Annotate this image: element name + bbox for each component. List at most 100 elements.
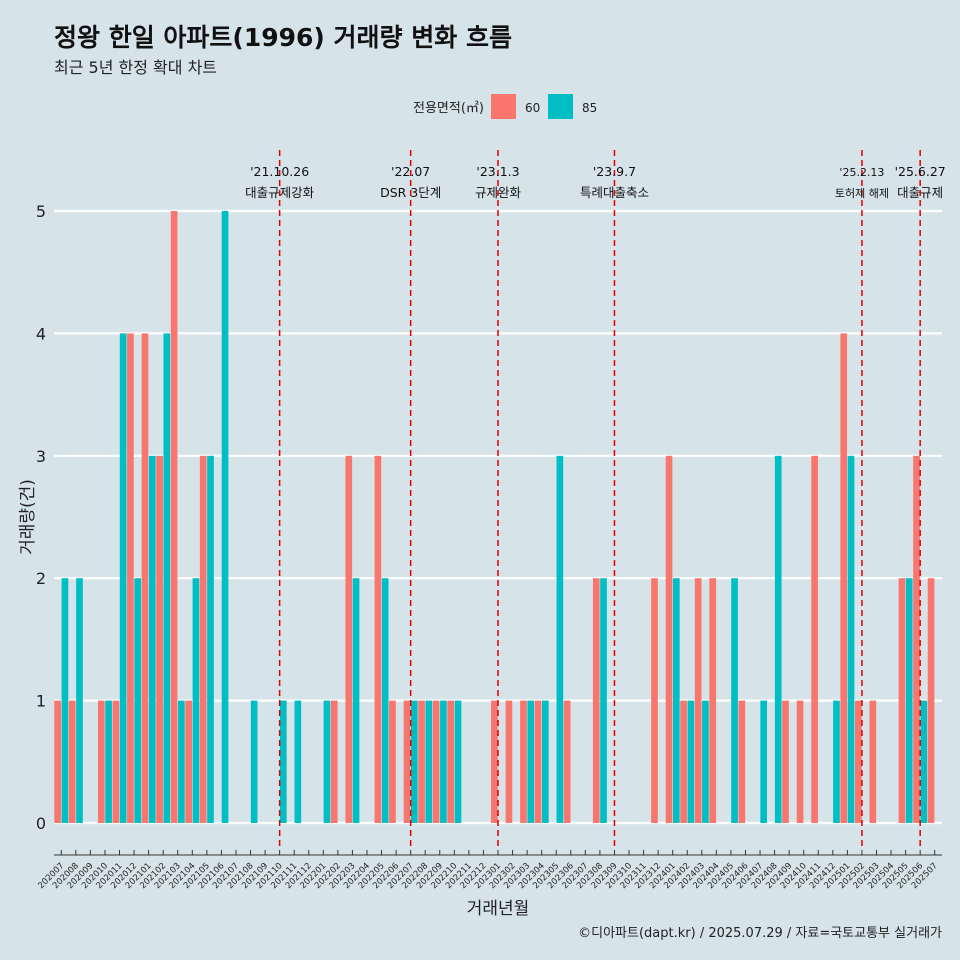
bar-85-202111 (294, 700, 302, 823)
bar-85-202209 (440, 700, 447, 823)
bar-85-202408 (774, 455, 782, 823)
bar-85-202402 (687, 700, 695, 823)
bar-60-202301 (491, 700, 498, 823)
bar-85-202305 (556, 455, 564, 823)
bar-85-202103 (178, 700, 185, 823)
bar-85-202011 (119, 333, 127, 823)
chart-subtitle: 최근 5년 한정 확대 차트 (54, 58, 218, 77)
bar-60-202007 (54, 700, 61, 823)
event-date: '25.6.27 (895, 164, 946, 179)
bar-60-202401 (665, 455, 673, 823)
bar-60-202104 (185, 700, 192, 823)
event-label: 대출규제 (897, 185, 943, 200)
bar-85-202308 (600, 578, 607, 823)
bar-60-202010 (97, 700, 105, 823)
event-date: '21.10.26 (250, 164, 309, 179)
event-label: 토허제 해제 (835, 186, 889, 200)
bar-60-202502 (854, 700, 862, 823)
bar-60-202209 (432, 700, 440, 823)
bar-60-202503 (869, 700, 877, 823)
bar-85-202104 (192, 578, 200, 823)
bar-85-202405 (731, 578, 738, 823)
bar-60-202208 (418, 700, 425, 823)
bar-60-202411 (811, 455, 818, 823)
bar-60-202206 (389, 700, 396, 823)
bar-60-202308 (592, 578, 600, 823)
y-tick-label: 5 (36, 202, 46, 221)
bar-85-202106 (221, 211, 229, 823)
bar-60-202207 (403, 700, 411, 823)
legend-swatch-60 (491, 94, 516, 119)
bar-85-202208 (425, 700, 433, 823)
event-label: 규제완화 (475, 185, 522, 200)
event-date: '22.07 (391, 164, 430, 179)
bar-60-202302 (505, 700, 513, 823)
bar-85-202007 (61, 578, 69, 823)
bar-60-202012 (127, 333, 134, 823)
bar-60-202210 (447, 700, 455, 823)
bar-60-202506 (913, 455, 920, 823)
bar-60-202410 (796, 700, 804, 823)
bar-60-202011 (112, 700, 120, 823)
bar-85-202108 (250, 700, 258, 823)
bar-60-202507 (927, 578, 935, 823)
bar-85-202505 (905, 578, 913, 823)
bar-85-202501 (847, 455, 855, 823)
bar-85-202012 (134, 578, 142, 823)
bar-60-202105 (199, 455, 207, 823)
y-axis-title: 거래량(건) (18, 479, 38, 555)
bar-60-202402 (680, 700, 687, 823)
bars (54, 211, 935, 823)
y-tick-label: 3 (36, 447, 46, 466)
bar-85-202101 (148, 455, 156, 823)
bar-60-202008 (68, 700, 76, 823)
bar-85-202203 (352, 578, 360, 823)
bar-85-202407 (760, 700, 768, 823)
bar-60-202205 (374, 455, 382, 823)
bar-85-202201 (323, 700, 331, 823)
bar-85-202008 (76, 578, 83, 823)
event-label: 대출규제강화 (245, 185, 315, 200)
bar-85-202304 (541, 700, 549, 823)
bar-60-202103 (170, 211, 178, 823)
legend: 전용면적(㎡) 60 85 (413, 94, 597, 119)
bar-60-202203 (345, 455, 353, 823)
bar-85-202207 (410, 700, 418, 823)
bar-85-202412 (833, 700, 840, 823)
y-tick-label: 1 (36, 692, 46, 711)
bar-60-202102 (156, 455, 163, 823)
source-caption: ©디아파트(dapt.kr) / 2025.07.29 / 자료=국토교통부 실… (578, 926, 942, 941)
event-label: 특례대출축소 (580, 185, 649, 200)
bar-60-202306 (563, 700, 571, 823)
bar-60-202404 (709, 578, 717, 823)
bar-85-202303 (527, 700, 535, 823)
event-date: '23.1.3 (476, 164, 519, 179)
bar-85-202506 (920, 700, 928, 823)
y-tick-label: 0 (36, 814, 46, 833)
bar-85-202205 (381, 578, 389, 823)
bar-60-202101 (141, 333, 149, 823)
x-axis-title: 거래년월 (467, 899, 530, 919)
legend-swatch-85 (548, 94, 573, 119)
bar-85-202403 (702, 700, 709, 823)
bar-85-202110 (279, 700, 287, 823)
bar-85-202105 (207, 455, 214, 823)
bar-85-202210 (454, 700, 462, 823)
legend-label-60: 60 (525, 101, 540, 115)
bar-85-202102 (163, 333, 171, 823)
bar-60-202406 (738, 700, 746, 823)
event-markers: '21.10.26 대출규제강화 '22.07 DSR 3단계 '23.1.3 규제완화 '… (245, 150, 946, 850)
bar-60-202505 (898, 578, 906, 823)
bar-60-202202 (330, 700, 338, 823)
chart-title: 정왕 한일 아파트(1996) 거래량 변화 흐름 (54, 23, 512, 52)
event-date: '23.9.7 (593, 164, 636, 179)
bar-60-202303 (520, 700, 527, 823)
event-label: DSR 3단계 (380, 185, 441, 200)
y-tick-label: 4 (36, 324, 46, 343)
bar-60-202501 (840, 333, 848, 823)
y-tick-label: 2 (36, 569, 46, 588)
bar-60-202312 (651, 578, 658, 823)
legend-title: 전용면적(㎡) (413, 101, 484, 116)
bar-60-202409 (782, 700, 789, 823)
